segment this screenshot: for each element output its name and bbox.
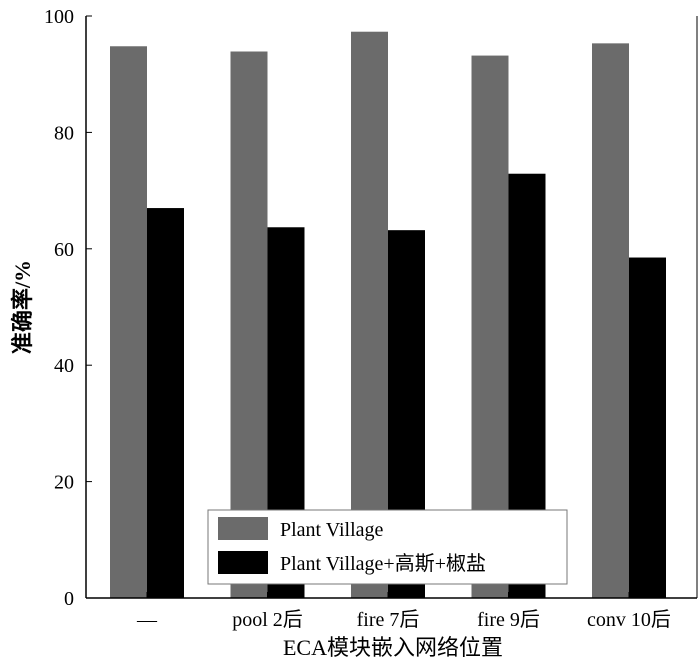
bar-series1-category1 bbox=[110, 46, 147, 599]
bar-series2-category5 bbox=[629, 257, 666, 598]
y-tick-label: 0 bbox=[64, 588, 74, 610]
legend-label-plant-village: Plant Village bbox=[280, 519, 384, 541]
y-tick-label: 100 bbox=[44, 6, 74, 28]
x-tick-label: pool 2后 bbox=[232, 608, 303, 631]
y-tick-label: 80 bbox=[54, 122, 74, 144]
x-tick-label: conv 10后 bbox=[587, 608, 671, 631]
y-tick-label: 20 bbox=[54, 472, 74, 494]
x-tick-label: — bbox=[136, 609, 158, 631]
x-tick-label: fire 7后 bbox=[357, 608, 420, 631]
bar-series1-category3 bbox=[351, 31, 388, 599]
bar-series1-category4 bbox=[471, 55, 509, 599]
legend-swatch-plant-village-noise bbox=[218, 551, 268, 574]
bar-series2-category1 bbox=[147, 208, 184, 598]
bar-series1-category2 bbox=[230, 51, 268, 598]
x-axis-title: ECA模块嵌入网络位置 bbox=[283, 635, 503, 660]
y-axis-title: 准确率/% bbox=[10, 260, 35, 354]
x-tick-label: fire 9后 bbox=[477, 608, 540, 631]
y-tick-label: 40 bbox=[54, 355, 74, 377]
y-ticks: 0 20 40 60 80 100 bbox=[44, 6, 92, 610]
legend-label-plant-village-noise: Plant Village+高斯+椒盐 bbox=[280, 552, 486, 575]
bar-series1-category5 bbox=[592, 43, 629, 598]
axes bbox=[85, 16, 698, 599]
x-ticks: — pool 2后 fire 7后 fire 9后 conv 10后 bbox=[136, 592, 671, 631]
legend-swatch-plant-village bbox=[218, 517, 268, 540]
legend: Plant Village Plant Village+高斯+椒盐 bbox=[207, 509, 568, 585]
y-tick-label: 60 bbox=[54, 239, 74, 261]
